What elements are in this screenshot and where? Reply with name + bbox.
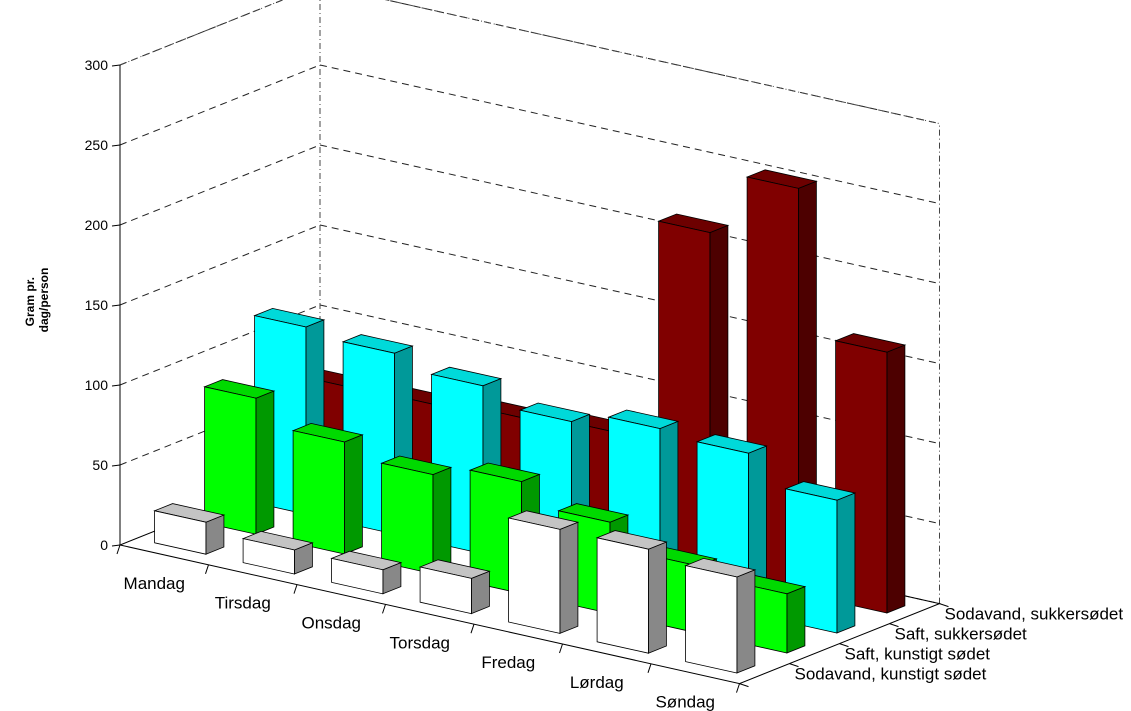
y-tick-label: 300 <box>85 57 109 73</box>
grid-line <box>319 144 940 285</box>
bar-side <box>648 541 667 654</box>
y-tick-label: 0 <box>100 537 108 553</box>
category-label: Tirsdag <box>215 594 271 613</box>
category-label: Torsdag <box>390 633 450 652</box>
bar-side <box>736 569 756 674</box>
series-label: Sodavand, kunstigt sødet <box>795 665 987 684</box>
depth-tick <box>889 623 899 628</box>
y-axis-label: Gram pr. dag/person <box>23 268 51 333</box>
series-label: Saft, kunstigt sødet <box>845 645 991 664</box>
bar-front <box>419 566 472 615</box>
bar <box>684 557 757 674</box>
depth-tick <box>939 603 949 608</box>
depth-tick <box>839 643 849 648</box>
category-label: Fredag <box>481 653 535 672</box>
y-tick <box>111 464 121 467</box>
y-tick <box>111 64 121 67</box>
x-tick <box>293 584 298 594</box>
axis-labels: Mandag Tirsdag Onsdag Torsdag Fredag Lørdag Sø… <box>116 544 1124 711</box>
grid-line <box>319 64 940 205</box>
bar-front <box>508 517 561 634</box>
bar <box>380 455 453 575</box>
y-tick-label: 150 <box>85 297 109 313</box>
bar-front <box>685 565 738 674</box>
grid-line <box>119 64 321 146</box>
y-axis-label-line-2: dag/person <box>37 268 51 333</box>
depth-tick <box>739 683 749 688</box>
bar-front <box>331 557 384 595</box>
bar <box>330 550 403 595</box>
x-tick <box>736 683 740 693</box>
bar <box>507 510 580 634</box>
bar-side <box>432 466 452 575</box>
bar-side <box>255 390 275 535</box>
bar-front <box>596 537 649 654</box>
x-tick <box>559 643 563 654</box>
grid-line <box>384 0 940 125</box>
bar <box>291 422 364 555</box>
bar <box>153 503 226 555</box>
bar <box>203 379 276 535</box>
y-tick <box>111 544 121 547</box>
bar-front <box>242 538 295 575</box>
bar-side <box>836 492 856 634</box>
x-tick <box>116 544 121 555</box>
series-label: Sodavand, sukkersødet <box>945 605 1124 624</box>
bar-front <box>204 386 257 535</box>
x-tick <box>205 564 209 574</box>
x-tick <box>470 624 475 634</box>
bar-front <box>154 510 207 555</box>
bar <box>595 530 668 654</box>
grid-line <box>119 0 284 66</box>
y-tick <box>111 304 121 307</box>
y-axis: 0 50 100 150 200 250 300 <box>85 57 121 553</box>
bar <box>418 559 491 615</box>
bar-front <box>381 462 434 575</box>
y-tick-label: 200 <box>85 217 109 233</box>
bar-side <box>559 521 579 634</box>
y-tick <box>111 384 121 387</box>
series-label: Saft, sukkersødet <box>895 625 1028 644</box>
bar-side <box>786 586 806 654</box>
bar-front <box>292 430 345 555</box>
grid-line <box>119 144 321 226</box>
y-tick-label: 250 <box>85 137 109 153</box>
category-label: Lørdag <box>570 673 624 692</box>
bar-side <box>886 344 906 614</box>
category-label: Mandag <box>124 574 185 593</box>
bars <box>153 169 907 674</box>
y-tick <box>111 224 121 227</box>
category-label: Onsdag <box>301 614 361 633</box>
y-axis-label-line-1: Gram pr. <box>23 277 37 326</box>
y-tick <box>111 144 121 147</box>
y-tick-label: 100 <box>85 377 109 393</box>
bar-side <box>343 434 363 555</box>
x-tick <box>382 604 386 614</box>
depth-tick <box>789 663 799 668</box>
bar <box>241 530 314 575</box>
x-tick <box>647 663 652 673</box>
category-label: Søndag <box>655 693 715 711</box>
y-tick-label: 50 <box>92 457 108 473</box>
grid-line <box>384 0 940 125</box>
grid-line <box>119 0 284 66</box>
grid-line <box>119 224 321 306</box>
